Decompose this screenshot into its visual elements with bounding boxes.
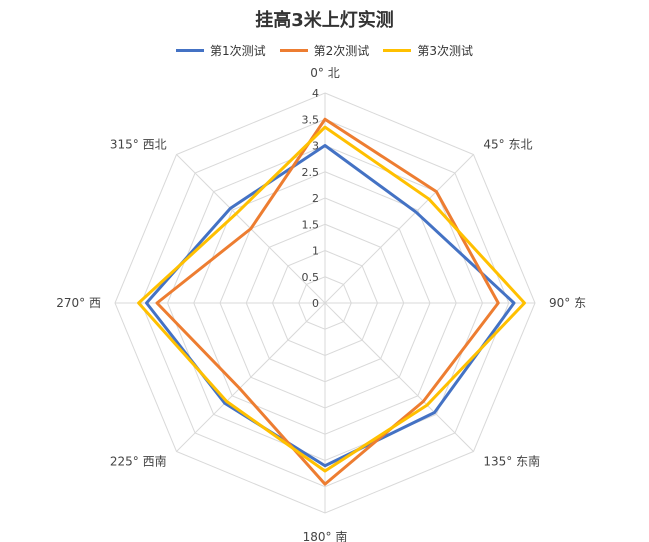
r-tick-label-0: 0 (312, 297, 319, 310)
axis-label-7: 315° 西北 (110, 138, 167, 152)
grid-spoke-5 (176, 302, 326, 452)
legend-item-series-2: 第2次测试 (279, 42, 370, 59)
r-tick-label-1: 0.5 (302, 271, 320, 284)
axis-label-3: 135° 东南 (483, 453, 540, 468)
r-tick-label-3: 1.5 (302, 218, 320, 231)
legend-swatch-3 (383, 49, 412, 52)
series-line-3 (137, 125, 526, 473)
axis-label-5: 225° 西南 (110, 453, 167, 468)
r-tick-label-7: 3.5 (302, 113, 320, 126)
grid-spoke-1 (324, 154, 474, 304)
r-tick-label-5: 2.5 (302, 166, 320, 179)
r-tick-label-8: 4 (312, 87, 319, 100)
grid-spoke-3 (324, 302, 474, 452)
legend-item-series-1: 第1次测试 (176, 42, 266, 59)
axis-label-2: 90° 东 (549, 296, 586, 310)
chart-title: 挂高3米上灯实测 (255, 10, 394, 31)
series-line-1 (145, 144, 516, 468)
legend-swatch-2 (279, 49, 308, 52)
axis-label-6: 270° 西 (56, 296, 101, 310)
axis-label-0: 0° 北 (310, 66, 339, 80)
r-tick-label-2: 1 (312, 245, 319, 258)
r-tick-label-6: 3 (312, 140, 319, 153)
series-line-2 (155, 117, 500, 486)
axis-label-1: 45° 东北 (483, 138, 532, 152)
legend-label-1: 第1次测试 (210, 44, 266, 58)
legend-swatch-1 (176, 49, 205, 52)
legend-label-2: 第2次测试 (313, 44, 370, 58)
legend: 第1次测试 第2次测试 第3次测试 (0, 42, 649, 59)
r-tick-label-4: 2 (312, 192, 319, 205)
legend-item-series-3: 第3次测试 (383, 42, 473, 59)
legend-label-3: 第3次测试 (417, 44, 473, 58)
axis-label-4: 180° 南 (303, 529, 348, 542)
